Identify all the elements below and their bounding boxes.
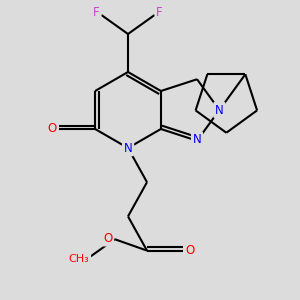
Text: O: O <box>47 122 57 136</box>
Text: F: F <box>156 7 163 20</box>
Text: CH₃: CH₃ <box>69 254 89 264</box>
Text: N: N <box>193 133 201 146</box>
Text: O: O <box>103 232 112 245</box>
Text: N: N <box>215 103 224 116</box>
Text: N: N <box>124 142 132 154</box>
Text: O: O <box>185 244 195 257</box>
Text: F: F <box>93 7 100 20</box>
